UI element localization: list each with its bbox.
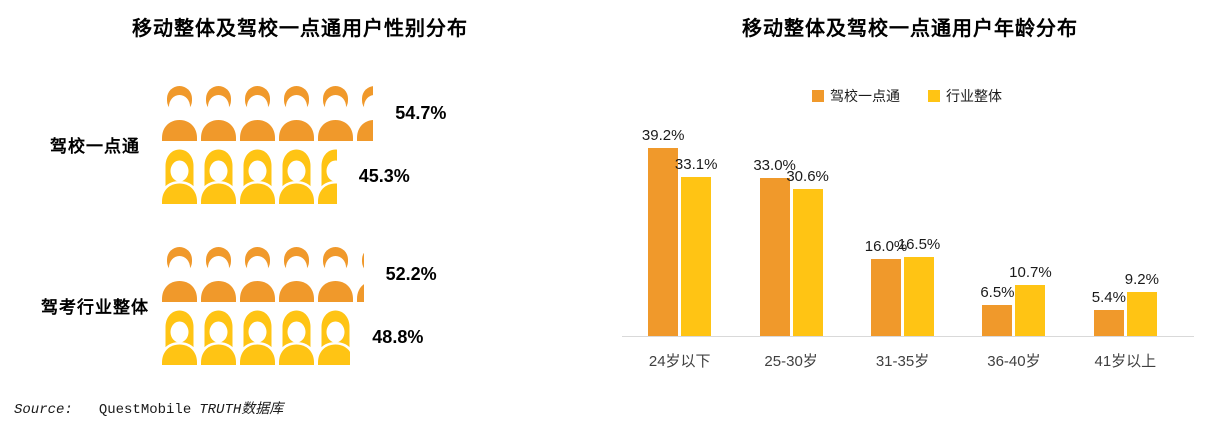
pictogram-row-male: 52.2% [160,246,437,302]
legend-item-driving-school: 驾校一点通 [812,86,900,106]
legend-label: 行业整体 [946,88,1002,104]
male-person-icon [199,86,238,141]
legend-swatch-icon [812,90,824,102]
female-person-icon [316,310,351,365]
source-vendor: QuestMobile [98,402,192,418]
age-chart-x-axis-line [622,336,1194,337]
category-label: 36-40岁 [987,353,1041,370]
female-person-icon [277,310,316,365]
gender-value-label: 48.8% [372,326,424,347]
bar-driving-school: 16.0% [865,238,907,336]
bar-value-label: 9.2% [1124,270,1159,288]
age-chart-legend: 驾校一点通 行业整体 [627,86,1187,106]
female-person-icon [199,310,238,365]
bar-industry: 9.2% [1125,271,1159,336]
age-chart-title: 移动整体及驾校一点通用户年龄分布 [742,18,1078,40]
pictogram-row-male: 54.7% [160,85,446,141]
gender-group: 驾考行业整体 52.2% 48.8% [30,246,446,365]
bar-industry: 30.6% [786,168,829,336]
male-person-icon [238,86,277,141]
pictogram-rows: 54.7% 45.3% [160,85,446,204]
male-person-icon [355,86,374,141]
bar-value-label: 30.6% [786,168,829,186]
bar-value-label: 33.1% [674,156,718,174]
pictogram-clip [160,309,351,365]
bar-value-label: 16.0% [864,238,908,256]
pictogram-row-female: 48.8% [160,309,437,365]
bar-value-label: 16.5% [897,235,941,253]
legend-item-industry: 行业整体 [928,86,1002,106]
category-label: 25-30岁 [764,353,818,370]
female-person-icon [238,149,277,204]
bar-value-label: 39.2% [641,126,685,144]
gender-value-label: 54.7% [395,102,447,123]
pictogram-clip [160,246,364,302]
male-person-icon [160,247,199,302]
male-person-icon [316,86,355,141]
male-person-icon [277,86,316,141]
gender-pictogram-chart: 驾校一点通 54.7% 45.3% 驾考行业整体 52.2% 48.8% [30,85,446,407]
male-person-icon [199,247,238,302]
male-person-icon [160,86,199,141]
source-dataset: TRUTH数据库 [199,402,284,418]
gender-group: 驾校一点通 54.7% 45.3% [30,85,446,204]
bar-group: 33.0% 30.6% [735,126,846,336]
bar-driving-school: 39.2% [642,127,684,336]
source-label: Source: [14,402,73,418]
male-person-icon [238,247,277,302]
source-note: Source: QuestMobile TRUTH数据库 [14,398,283,418]
male-person-icon [355,253,364,302]
bar-group: 5.4% 9.2% [1070,126,1181,336]
female-person-icon [316,149,337,204]
female-person-icon [277,149,316,204]
gender-value-label: 45.3% [358,165,410,186]
gender-value-label: 52.2% [385,263,437,284]
bar-industry: 10.7% [1009,264,1052,336]
bar-driving-school: 5.4% [1092,289,1126,336]
gender-row-label: 驾校一点通 [50,137,140,156]
bar-value-label: 10.7% [1009,263,1052,281]
legend-label: 驾校一点通 [830,88,900,104]
bar-industry: 16.5% [898,236,940,336]
male-person-icon [316,247,355,302]
category-label: 31-35岁 [875,353,930,370]
pictogram-row-female: 45.3% [160,148,446,204]
bar-group: 39.2% 33.1% [624,126,735,336]
bar-value-label: 5.4% [1091,289,1126,307]
male-person-icon [277,247,316,302]
female-person-icon [238,310,277,365]
legend-swatch-icon [928,90,940,102]
bar-industry: 33.1% [675,156,717,336]
pictogram-clip [160,148,337,204]
age-chart-plot: 39.2% 33.1% 33.0% 30.6% 16.0% 16.5% 6.5% 10.7% 5… [624,126,1181,336]
pictogram-clip [160,85,374,141]
gender-chart-title: 移动整体及驾校一点通用户性别分布 [132,18,468,40]
female-person-icon [199,149,238,204]
female-person-icon [160,310,199,365]
bar-driving-school: 6.5% [980,284,1015,336]
bar-group: 6.5% 10.7% [958,126,1069,336]
female-person-icon [160,149,199,204]
category-label: 41岁以上 [1094,353,1157,370]
pictogram-rows: 52.2% 48.8% [160,246,437,365]
bar-value-label: 6.5% [980,283,1015,301]
age-chart-category-axis: 24岁以下 25-30岁 31-35岁 36-40岁 41岁以上 [624,350,1181,371]
bar-group: 16.0% 16.5% [847,126,958,336]
category-label: 24岁以下 [648,353,711,370]
gender-row-label: 驾考行业整体 [41,298,149,317]
bar-driving-school: 33.0% [753,157,796,336]
bar-value-label: 33.0% [753,156,796,174]
